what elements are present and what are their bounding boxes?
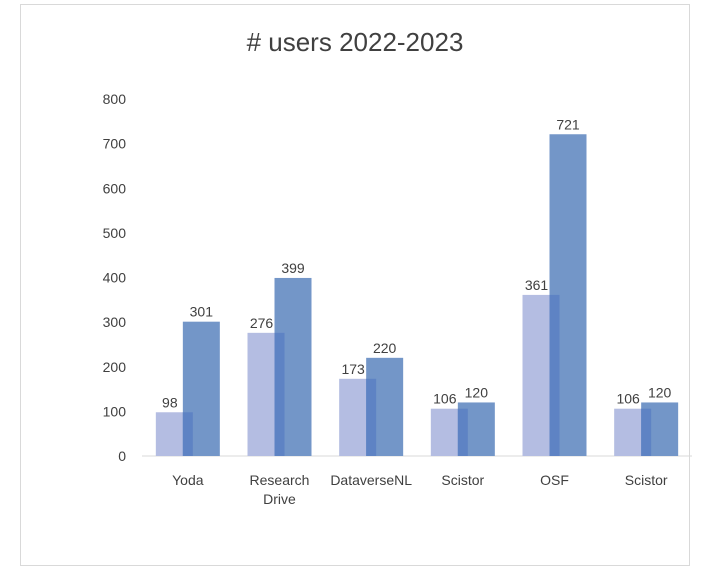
bar-overlap	[641, 408, 652, 456]
x-category-label: OSF	[540, 472, 569, 488]
y-tick-label: 500	[103, 225, 127, 241]
data-label-series-2: 399	[281, 260, 305, 276]
data-label-series-2: 721	[556, 116, 580, 132]
data-label-series-1: 361	[525, 277, 549, 293]
y-tick-label: 100	[103, 403, 127, 419]
chart-title: # users 2022-2023	[246, 27, 464, 57]
data-label-series-2: 301	[190, 304, 214, 320]
y-tick-label: 700	[103, 136, 127, 152]
bar-overlap	[549, 294, 560, 456]
data-label-series-1: 98	[162, 394, 178, 410]
data-label-series-2: 120	[465, 384, 489, 400]
x-category-label: Scistor	[441, 472, 484, 488]
bar-overlap	[457, 408, 468, 456]
x-category-label: Drive	[263, 491, 296, 507]
data-label-series-1: 106	[616, 391, 640, 407]
y-tick-label: 600	[103, 180, 127, 196]
x-category-label: Research	[250, 472, 310, 488]
data-label-series-1: 106	[433, 391, 457, 407]
y-tick-label: 400	[103, 270, 127, 286]
y-tick-label: 300	[103, 314, 127, 330]
x-category-label: Scistor	[625, 472, 668, 488]
bar-overlap	[274, 332, 285, 456]
data-label-series-1: 276	[250, 315, 274, 331]
data-label-series-1: 173	[341, 361, 365, 377]
bar-overlap	[182, 412, 193, 456]
y-tick-label: 200	[103, 359, 127, 375]
x-category-label: DataverseNL	[330, 472, 412, 488]
data-label-series-2: 120	[648, 384, 672, 400]
bar-overlap	[366, 378, 377, 456]
y-tick-label: 800	[103, 91, 127, 107]
x-category-label: Yoda	[172, 472, 204, 488]
data-label-series-2: 220	[373, 340, 397, 356]
y-tick-label: 0	[118, 448, 126, 464]
